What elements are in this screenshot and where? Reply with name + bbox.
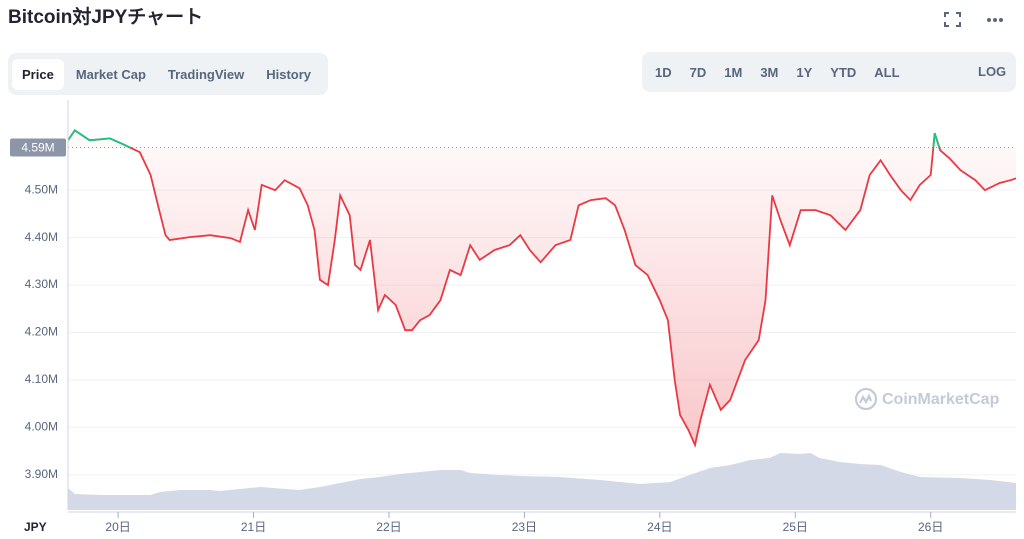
reference-label-box bbox=[10, 138, 66, 157]
range-button[interactable]: YTD bbox=[830, 64, 857, 80]
fullscreen-icon[interactable] bbox=[944, 12, 961, 27]
y-tick-label: 4.10M bbox=[25, 372, 58, 386]
x-tick-label: 23日 bbox=[512, 520, 537, 534]
more-icon[interactable] bbox=[987, 18, 1003, 22]
watermark: CoinMarketCap bbox=[882, 391, 1000, 408]
y-tick-label: 4.40M bbox=[25, 230, 58, 244]
x-unit-label: JPY bbox=[24, 520, 47, 534]
range-button[interactable]: 1D bbox=[655, 64, 672, 80]
range-button[interactable]: 7D bbox=[689, 64, 707, 80]
range-button[interactable]: 1M bbox=[724, 64, 743, 80]
tab-bar: Price Market Cap TradingView History bbox=[8, 53, 328, 95]
y-tick-label: 4.30M bbox=[25, 277, 58, 291]
range-bar: 1D 7D 1M 3M 1Y YTD ALL bbox=[642, 52, 1016, 92]
y-tick-label: 4.50M bbox=[25, 182, 58, 196]
volume-area bbox=[68, 453, 1016, 510]
tab[interactable]: Price bbox=[12, 58, 64, 90]
price-area bbox=[68, 130, 1016, 445]
watermark-logo bbox=[854, 387, 878, 411]
title: Bitcoin対JPYチャート bbox=[8, 7, 204, 28]
range-button[interactable]: 1Y bbox=[796, 64, 813, 80]
range-button[interactable]: ALL bbox=[874, 64, 900, 80]
range-button[interactable]: 3M bbox=[760, 64, 779, 80]
x-tick-label: 21日 bbox=[241, 520, 266, 534]
reference-label: 4.59M bbox=[21, 141, 54, 155]
x-tick-label: 25日 bbox=[783, 520, 808, 534]
tab[interactable]: TradingView bbox=[167, 66, 245, 82]
log-button[interactable]: LOG bbox=[978, 64, 1007, 79]
y-tick-label: 4.00M bbox=[25, 420, 58, 434]
x-tick-label: 20日 bbox=[105, 520, 130, 534]
tab[interactable]: Market Cap bbox=[75, 66, 146, 82]
x-tick-label: 24日 bbox=[647, 520, 672, 534]
y-tick-label: 3.90M bbox=[25, 467, 58, 481]
x-tick-label: 26日 bbox=[918, 520, 943, 534]
price-line bbox=[68, 129, 1016, 448]
plot bbox=[68, 129, 1016, 510]
tab[interactable]: History bbox=[266, 66, 312, 82]
y-tick-label: 4.20M bbox=[25, 325, 58, 339]
x-tick-label: 22日 bbox=[376, 520, 401, 534]
